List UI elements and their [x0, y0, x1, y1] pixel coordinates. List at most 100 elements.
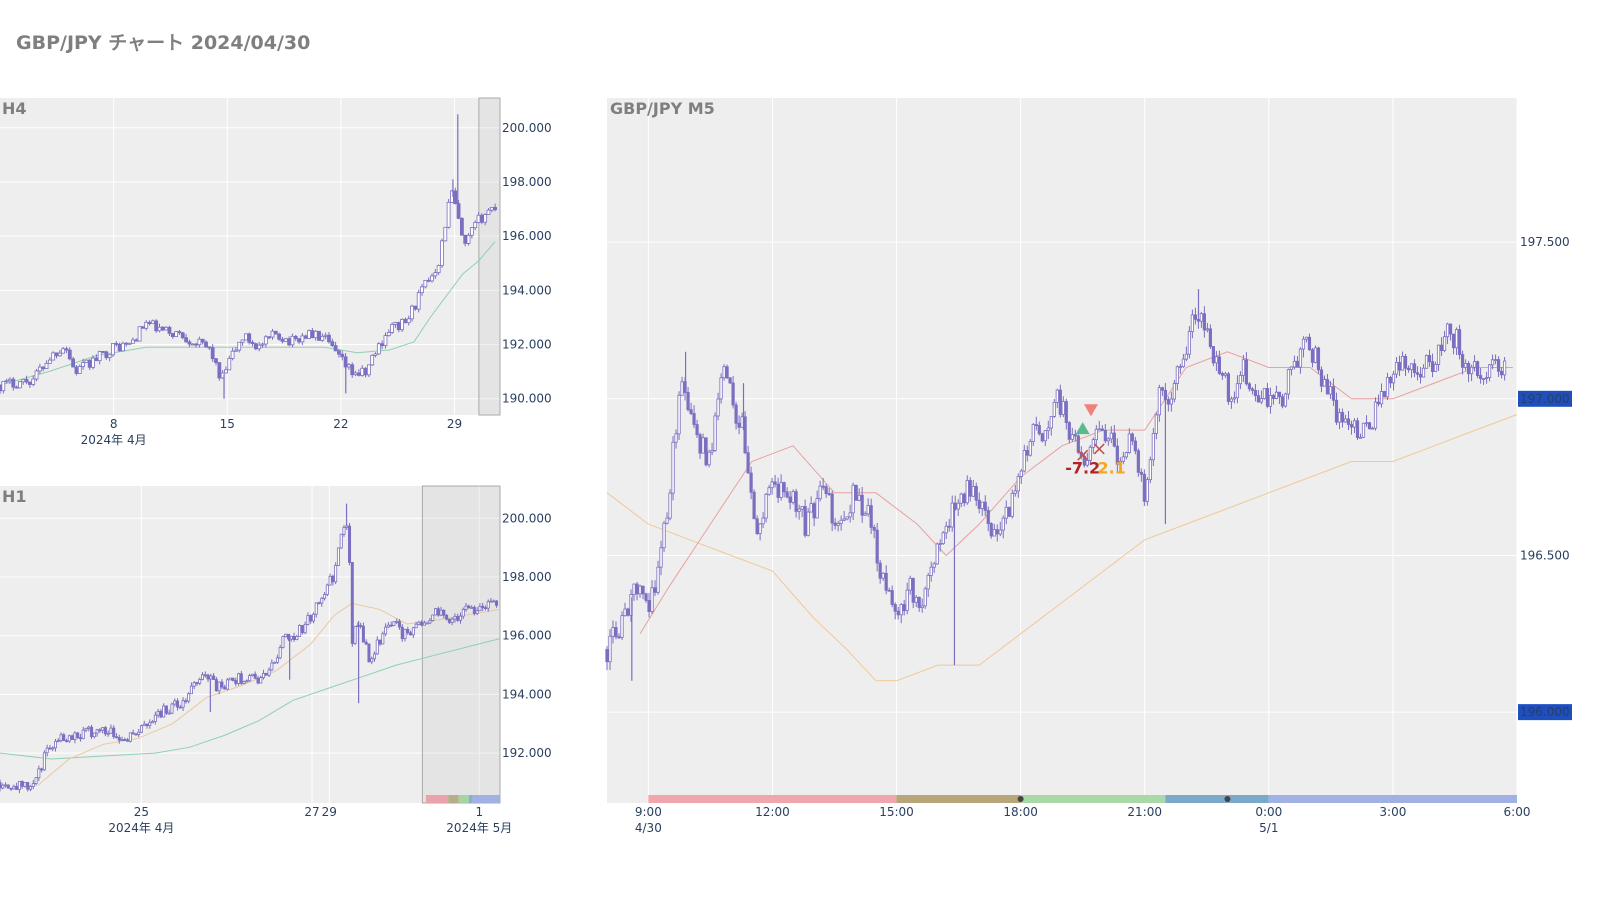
- trade-pnl-label: -7.2: [1065, 459, 1100, 478]
- candle-body: [330, 341, 335, 346]
- candle-body: [1322, 379, 1327, 387]
- candle-body: [34, 370, 39, 380]
- candle-body: [194, 343, 198, 346]
- candle-body: [1307, 336, 1312, 351]
- candle-body: [270, 662, 274, 671]
- candle-body: [200, 338, 205, 343]
- candle-body: [381, 633, 385, 645]
- candle-body: [1, 380, 6, 392]
- candle-body: [207, 346, 212, 349]
- candle-body: [84, 727, 88, 731]
- candle-body: [423, 279, 428, 288]
- candle-body: [1502, 360, 1507, 376]
- candle-body: [283, 338, 288, 342]
- candle-body: [1295, 360, 1300, 368]
- candle-body: [94, 357, 99, 362]
- candle-body: [767, 487, 771, 495]
- candle-body: [797, 508, 801, 512]
- candle-body: [1427, 355, 1432, 363]
- candle-body: [806, 511, 810, 536]
- candle-body: [947, 525, 951, 528]
- candle-body: [1088, 446, 1092, 461]
- candle-body: [1475, 361, 1480, 376]
- candle-body: [650, 587, 654, 612]
- candle-body: [260, 343, 265, 346]
- candle-body: [614, 627, 618, 638]
- candle-body: [998, 529, 1002, 535]
- candle-body: [112, 727, 116, 738]
- candle-body: [1478, 375, 1483, 380]
- candle-body: [1499, 370, 1504, 376]
- candle-body: [779, 482, 783, 498]
- candle-body: [1460, 354, 1465, 368]
- session-band: [1165, 795, 1269, 803]
- candle-body: [426, 279, 431, 282]
- candle-body: [184, 337, 188, 343]
- candle-body: [1325, 379, 1330, 395]
- candle-body: [409, 632, 413, 636]
- candle-body: [486, 601, 490, 609]
- candle-body: [1241, 359, 1246, 376]
- candle-body: [470, 606, 474, 609]
- candle-body: [0, 384, 2, 392]
- candle-body: [803, 506, 807, 536]
- view-range-highlight: [478, 97, 501, 416]
- candle-body: [411, 627, 415, 636]
- candle-body: [731, 382, 735, 406]
- candle-body: [1397, 362, 1402, 371]
- candle-body: [698, 434, 702, 454]
- candle-body: [331, 575, 335, 583]
- candle-body: [1040, 433, 1044, 442]
- candle-body: [214, 358, 218, 363]
- panel-title-h1: H1: [2, 487, 27, 506]
- candle-body: [298, 625, 302, 637]
- candle-body: [443, 226, 448, 242]
- candle-body: [380, 343, 385, 347]
- candle-body: [57, 352, 62, 357]
- candle-body: [938, 543, 942, 545]
- candle-body: [61, 348, 66, 354]
- candle-body: [472, 606, 476, 614]
- candle-body: [761, 517, 765, 525]
- candle-body: [162, 705, 166, 718]
- candle-body: [1259, 398, 1264, 403]
- candle-body: [422, 622, 426, 626]
- candle-body: [1106, 438, 1110, 442]
- candle-body: [1049, 416, 1053, 429]
- candle-body: [1073, 434, 1077, 437]
- moving-average-slow: [606, 414, 1518, 682]
- candle-body: [270, 330, 275, 338]
- candle-body: [170, 332, 175, 337]
- candle-body: [303, 335, 308, 339]
- candle-body: [1403, 355, 1408, 369]
- candle-body: [81, 362, 85, 367]
- candle-body: [1112, 432, 1116, 447]
- candle-body: [164, 705, 168, 714]
- candle-body: [1400, 355, 1405, 371]
- candle-body: [686, 392, 690, 411]
- candle-body: [1214, 356, 1219, 364]
- candle-body: [821, 485, 825, 488]
- candle-body: [12, 785, 16, 790]
- candle-body: [120, 739, 124, 741]
- candle-body: [278, 647, 282, 659]
- page-title: GBP/JPY チャート 2024/04/30: [16, 32, 311, 54]
- candle-body: [92, 732, 96, 738]
- candle-body: [1358, 436, 1363, 439]
- candle-body: [1139, 471, 1143, 475]
- candle-body: [1469, 366, 1474, 375]
- candle-body: [773, 481, 777, 485]
- candle-body: [1145, 479, 1149, 502]
- candle-body: [1334, 399, 1339, 423]
- candle-body: [56, 740, 60, 742]
- candle-body: [280, 338, 285, 342]
- candle-body: [1247, 383, 1252, 390]
- candle-body: [320, 335, 325, 341]
- candle-body: [428, 620, 432, 624]
- candle-body: [28, 381, 32, 385]
- candle-body: [1280, 396, 1285, 407]
- candle-body: [1160, 387, 1164, 391]
- candle-body: [1208, 328, 1212, 347]
- x-tick-label: 27: [304, 805, 319, 819]
